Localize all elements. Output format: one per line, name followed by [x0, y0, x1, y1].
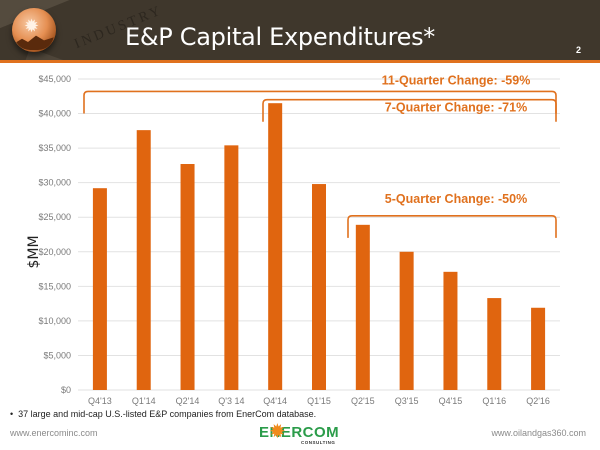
annotations: 11-Quarter Change: -59% 7-Quarter Change:…: [83, 73, 557, 238]
bar-chart: $0 $5,000 $10,000 $15,000 $20,000 $25,000 $30,…: [26, 73, 560, 406]
x-tick-label: Q2'16: [526, 396, 550, 406]
x-tick-label: Q'3 14: [218, 396, 244, 406]
change-annotation-label: 7-Quarter Change: -71%: [385, 101, 527, 115]
footnote: • 37 large and mid-cap U.S.-listed E&P c…: [10, 409, 317, 419]
bar: [443, 271, 458, 390]
header-divider: [0, 60, 600, 63]
bar: [531, 307, 546, 390]
change-bracket: [262, 98, 557, 122]
x-tick-label: Q4'14: [263, 396, 287, 406]
y-tick-label: $40,000: [38, 109, 71, 119]
starburst-icon: ✹: [269, 421, 286, 443]
page-title: E&P Capital Expenditures*: [125, 23, 435, 51]
bar: [136, 130, 151, 391]
y-tick-label: $45,000: [38, 74, 71, 84]
bar: [312, 184, 326, 390]
logo-subtitle: CONSULTING: [301, 440, 336, 445]
logo-wordmark: ENERCOM: [259, 424, 340, 441]
change-bracket: [83, 90, 557, 114]
x-tick-label: Q1'15: [307, 396, 331, 406]
y-axis-label: $MM: [26, 235, 42, 268]
bars: [92, 103, 546, 391]
x-tick-label: Q4'15: [439, 396, 463, 406]
bar: [355, 224, 370, 390]
bar: [399, 251, 414, 390]
y-tick-label: $20,000: [38, 247, 71, 257]
x-tick-label: Q1'14: [132, 396, 156, 406]
globe-logo-icon: ✹: [12, 8, 56, 52]
enercom-logo: ENERCOM ✹ CONSULTING: [255, 422, 345, 448]
y-tick-label: $0: [61, 385, 71, 395]
footer-link-right[interactable]: www.oilandgas360.com: [491, 428, 586, 438]
change-bracket: [347, 215, 557, 238]
x-tick-label: Q3'15: [395, 396, 419, 406]
x-tick-label: Q2'14: [176, 396, 200, 406]
y-tick-label: $5,000: [43, 350, 71, 360]
y-tick-label: $30,000: [38, 178, 71, 188]
y-tick-label: $25,000: [38, 212, 71, 222]
slide-header: INDUSTRY ✹ E&P Capital Expenditures* 2: [0, 0, 600, 60]
x-tick-label: Q1'16: [482, 396, 506, 406]
x-tick-label: Q4'13: [88, 396, 112, 406]
y-axis-ticks: $0 $5,000 $10,000 $15,000 $20,000 $25,000 $30,…: [38, 74, 71, 395]
bar: [224, 145, 239, 390]
change-annotation-label: 11-Quarter Change: -59%: [382, 73, 531, 87]
bar: [92, 188, 107, 390]
y-tick-label: $10,000: [38, 316, 71, 326]
x-axis-ticks: Q4'13 Q1'14 Q2'14 Q'3 14 Q4'14 Q1'15 Q2'15 Q3'1…: [88, 396, 550, 406]
footer-link-left[interactable]: www.enercominc.com: [10, 428, 98, 438]
sun-icon: ✹: [24, 16, 40, 36]
page-number: 2: [576, 45, 582, 55]
y-tick-label: $15,000: [38, 281, 71, 291]
y-tick-label: $35,000: [38, 143, 71, 153]
bar: [180, 164, 195, 390]
change-annotation-label: 5-Quarter Change: -50%: [385, 192, 527, 206]
x-tick-label: Q2'15: [351, 396, 375, 406]
footnote-text: 37 large and mid-cap U.S.-listed E&P com…: [18, 409, 317, 419]
bar: [268, 103, 283, 390]
bar: [487, 298, 502, 390]
